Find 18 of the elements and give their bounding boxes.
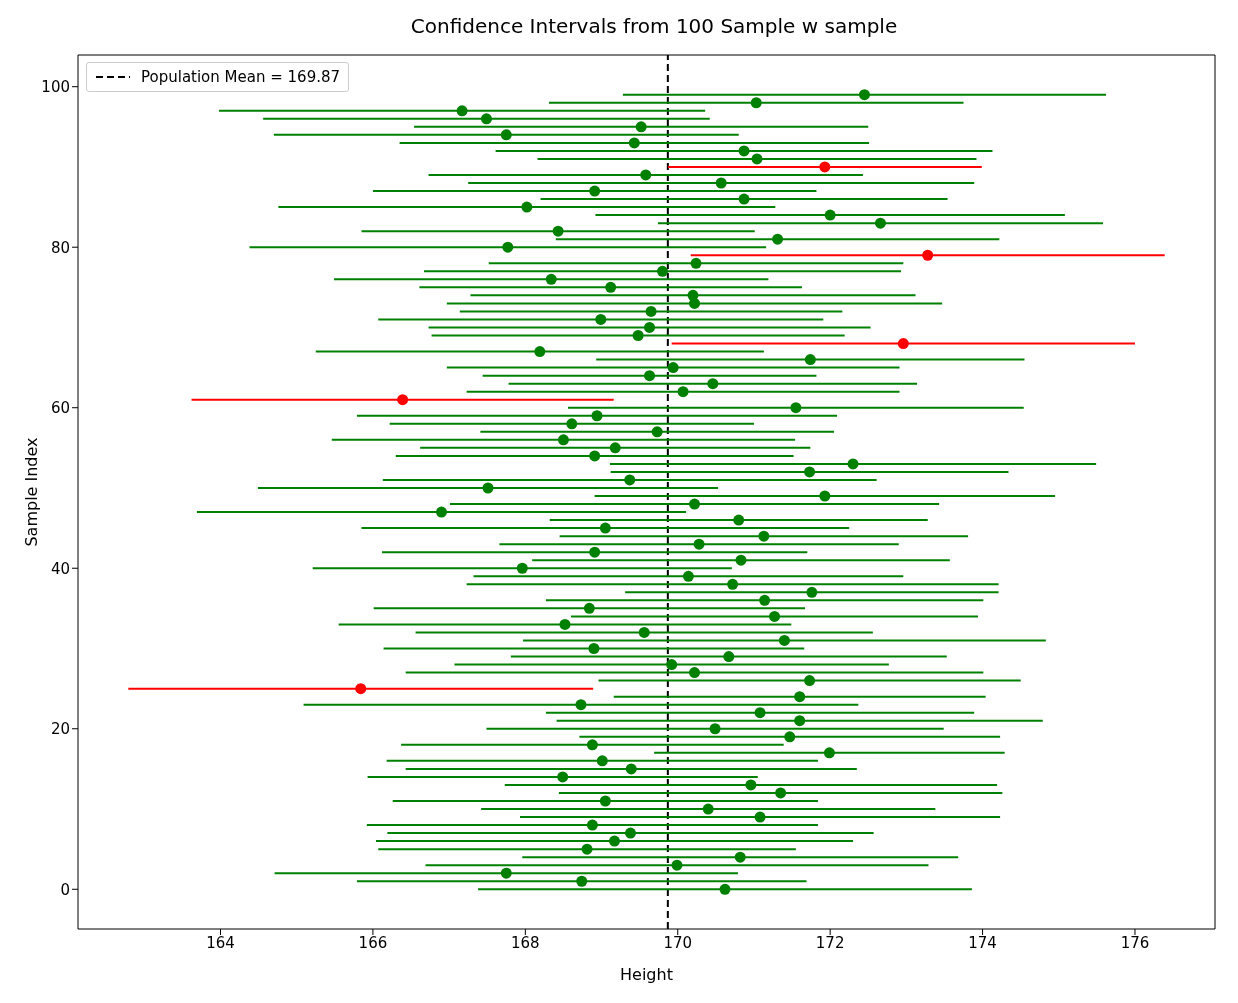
y-tick-label: 60 — [50, 399, 70, 418]
y-tick-label: 40 — [50, 559, 70, 578]
chart-title: Confidence Intervals from 100 Sample w sample — [409, 13, 899, 40]
ref-line-label: Population Mean = 169.87 — [141, 68, 341, 86]
x-axis-title: Height — [620, 965, 673, 984]
x-tick-label: 166 — [358, 933, 388, 952]
legend-box: Population Mean = 169.87 — [86, 62, 350, 92]
x-tick-label: 172 — [815, 933, 845, 952]
x-tick-label: 176 — [1120, 933, 1150, 952]
x-tick-label: 174 — [968, 933, 997, 952]
y-axis-title: Sample Index — [21, 437, 41, 547]
x-tick-label: 168 — [511, 933, 540, 952]
y-tick-label: 20 — [50, 720, 70, 739]
y-tick-label: 100 — [41, 78, 70, 97]
y-tick-label: 0 — [60, 880, 70, 899]
y-tick-label: 80 — [50, 238, 70, 257]
x-tick-label: 164 — [206, 933, 235, 952]
x-tick-label: 170 — [663, 933, 693, 952]
